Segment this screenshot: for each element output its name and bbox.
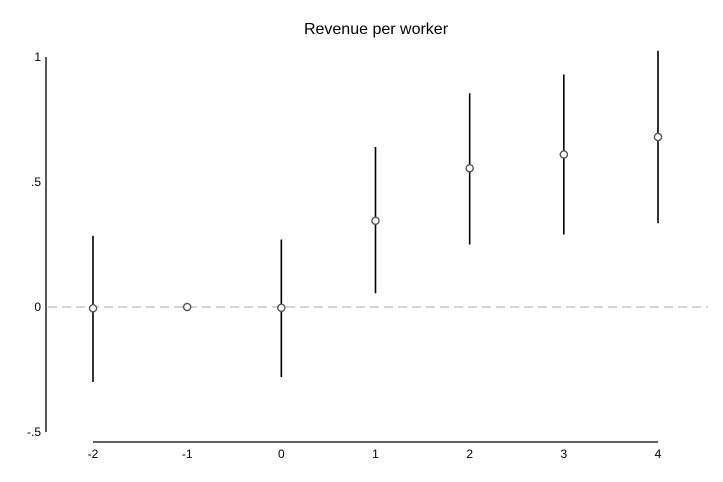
data-point [277,303,286,313]
chart-title: Revenue per worker [304,21,449,38]
data-point [182,302,192,312]
data-point [559,150,569,159]
x-tick-label: 1 [372,447,379,461]
y-tick-label: -.5 [27,425,41,439]
x-tick-label: -1 [182,447,193,461]
x-tick-label: 2 [466,447,473,461]
data-point [465,163,474,173]
y-tick-label: 1 [34,50,41,64]
points-layer [88,132,663,313]
data-point [653,132,663,142]
y-tick-label: .5 [31,175,41,189]
data-point [88,303,98,313]
axes-layer: 1 .5 0 -.5 -2 -1 0 1 2 3 4 [27,50,662,461]
x-tick-label: 3 [560,447,567,461]
y-tick-label: 0 [34,300,41,314]
x-tick-label: 4 [655,447,662,461]
x-tick-label: 0 [278,447,285,461]
error-bars-layer [92,50,659,382]
data-point [371,216,380,226]
x-tick-label: -2 [88,447,99,461]
